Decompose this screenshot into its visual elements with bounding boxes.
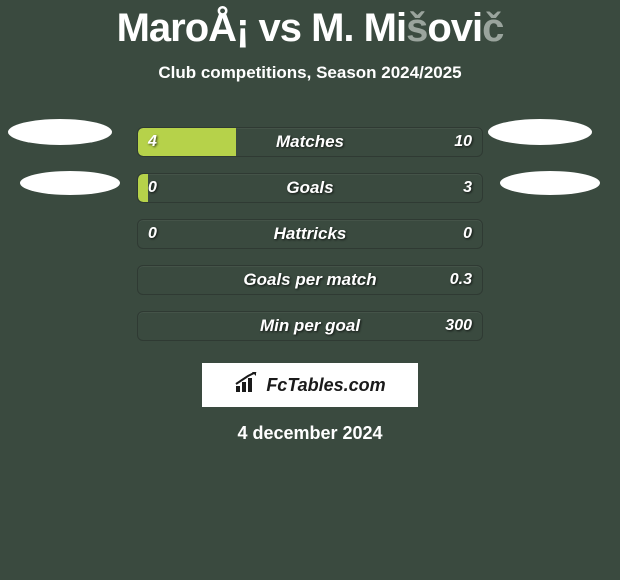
stat-row: Goals per match 0.3 <box>0 257 620 303</box>
stat-label: Hattricks <box>274 220 347 248</box>
stat-bar-left-fill <box>138 174 148 202</box>
title-mid: vs <box>248 6 311 50</box>
stat-bar: Min per goal 300 <box>137 311 483 341</box>
stat-label: Goals per match <box>243 266 376 294</box>
stat-row: Goals 0 3 <box>0 165 620 211</box>
logo-text: FcTables.com <box>266 375 385 396</box>
page-title: MaroÅ¡ vs M. Mišovič <box>0 0 620 51</box>
stat-label: Min per goal <box>260 312 360 340</box>
stat-value-right: 300 <box>445 312 472 340</box>
stat-value-right: 0.3 <box>450 266 472 294</box>
title-alt-1: š <box>406 6 427 50</box>
stat-bar: Hattricks 0 0 <box>137 219 483 249</box>
title-alt-2: č <box>482 6 503 50</box>
chart-stage: Matches 4 10 Goals 0 3 Hattricks 0 0 Goals per ma… <box>0 119 620 349</box>
stat-bar: Goals per match 0.3 <box>137 265 483 295</box>
subtitle: Club competitions, Season 2024/2025 <box>0 63 620 83</box>
bars-container: Matches 4 10 Goals 0 3 Hattricks 0 0 Goals per ma… <box>0 119 620 349</box>
chart-icon <box>234 372 260 399</box>
stat-value-right: 3 <box>463 174 472 202</box>
stat-row: Matches 4 10 <box>0 119 620 165</box>
stat-row: Min per goal 300 <box>0 303 620 349</box>
stat-value-right: 0 <box>463 220 472 248</box>
title-right-2: ovi <box>427 6 482 50</box>
logo-box[interactable]: FcTables.com <box>202 363 418 407</box>
stat-value-right: 10 <box>454 128 472 156</box>
logo-inner: FcTables.com <box>234 372 385 399</box>
stat-value-left: 0 <box>148 220 157 248</box>
stat-bar: Goals 0 3 <box>137 173 483 203</box>
stat-bar: Matches 4 10 <box>137 127 483 157</box>
stat-row: Hattricks 0 0 <box>0 211 620 257</box>
stat-label: Matches <box>276 128 344 156</box>
title-right-1: M. Mi <box>311 6 406 50</box>
footer-date: 4 december 2024 <box>0 423 620 444</box>
stat-value-left: 4 <box>148 128 157 156</box>
title-left: MaroÅ¡ <box>117 6 249 50</box>
stat-value-left: 0 <box>148 174 157 202</box>
stat-label: Goals <box>286 174 333 202</box>
